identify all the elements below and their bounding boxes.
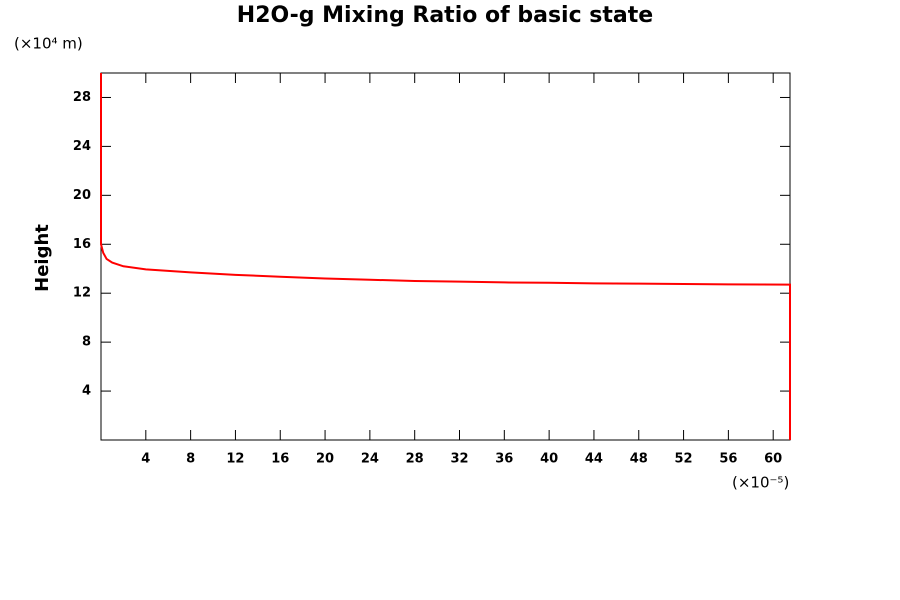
x-tick-label: 44 <box>585 452 603 467</box>
y-tick-label: 4 <box>82 384 91 399</box>
y-axis-label: Height <box>32 224 53 292</box>
y-unit: (×10⁴ m) <box>14 35 83 53</box>
chart-title: H2O-g Mixing Ratio of basic state <box>237 3 653 28</box>
x-tick-label: 24 <box>361 452 379 467</box>
x-tick-label: 8 <box>186 452 195 467</box>
y-tick-label: 20 <box>73 188 91 203</box>
y-tick-label: 28 <box>73 90 91 105</box>
x-tick-label: 48 <box>630 452 648 467</box>
x-tick-label: 4 <box>141 452 150 467</box>
x-tick-label: 56 <box>719 452 737 467</box>
y-tick-label: 8 <box>82 335 91 350</box>
x-tick-label: 32 <box>450 452 468 467</box>
x-tick-label: 52 <box>675 452 693 467</box>
data-line <box>100 73 791 440</box>
y-tick-label: 16 <box>73 237 91 252</box>
x-tick-label: 40 <box>540 452 558 467</box>
x-unit: (×10⁻⁵) <box>732 474 789 492</box>
x-tick-label: 12 <box>226 452 244 467</box>
x-tick-label: 36 <box>495 452 513 467</box>
plot-frame <box>100 72 791 441</box>
y-tick-label: 24 <box>73 139 91 154</box>
y-tick-label: 12 <box>73 286 91 301</box>
x-tick-label: 20 <box>316 452 334 467</box>
x-tick-label: 16 <box>271 452 289 467</box>
x-tick-label: 28 <box>406 452 424 467</box>
x-tick-label: 60 <box>764 452 782 467</box>
